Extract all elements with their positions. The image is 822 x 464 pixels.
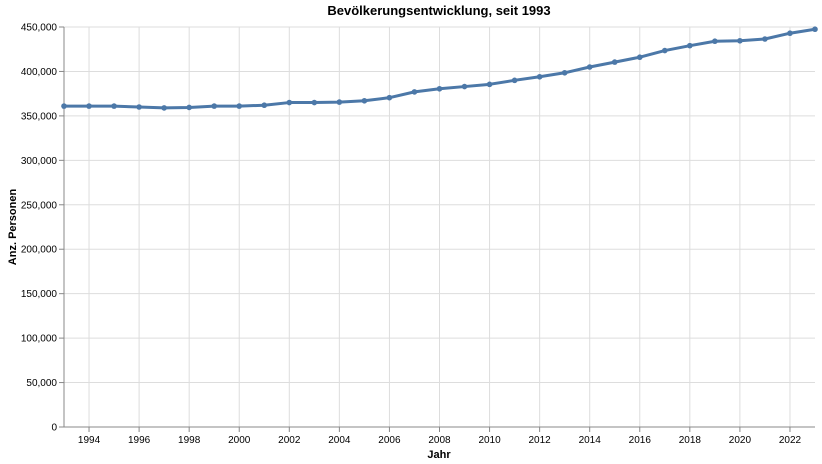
data-point <box>211 103 217 109</box>
data-point <box>737 37 743 44</box>
data-point <box>186 104 192 111</box>
data-point <box>762 36 768 42</box>
data-point <box>687 42 693 49</box>
x-tick-label: 1994 <box>78 435 101 446</box>
data-point <box>662 47 668 54</box>
data-point <box>311 99 318 106</box>
data-point <box>611 59 618 65</box>
y-tick-label: 150,000 <box>21 289 58 300</box>
x-tick-label: 2008 <box>428 435 451 446</box>
y-tick-label: 50,000 <box>26 378 57 389</box>
y-axis-title: Anz. Personen <box>7 189 19 266</box>
data-point <box>336 99 343 105</box>
data-point <box>286 99 293 106</box>
data-point <box>386 94 393 101</box>
x-tick-label: 2004 <box>328 435 351 446</box>
x-tick-label: 2018 <box>679 435 702 446</box>
data-point <box>361 97 368 104</box>
data-point <box>536 73 543 80</box>
y-tick-label: 100,000 <box>21 334 58 345</box>
x-tick-label: 2000 <box>228 435 251 446</box>
data-point <box>136 104 142 110</box>
x-tick-label: 2016 <box>629 435 652 446</box>
data-point <box>787 30 793 37</box>
data-point <box>812 26 818 33</box>
x-tick-label: 2014 <box>579 435 602 446</box>
data-point <box>61 103 67 109</box>
data-point <box>161 105 167 111</box>
data-point <box>461 83 468 90</box>
x-tick-label: 1998 <box>178 435 201 446</box>
data-point <box>236 103 243 109</box>
y-tick-label: 400,000 <box>21 67 58 78</box>
y-tick-label: 0 <box>51 423 57 434</box>
axes <box>59 26 815 432</box>
y-tick-label: 350,000 <box>21 111 58 122</box>
data-point <box>636 54 643 61</box>
x-tick-label: 2006 <box>378 435 401 446</box>
data-point <box>511 77 518 84</box>
y-tick-label: 250,000 <box>21 200 58 211</box>
data-point <box>561 69 568 76</box>
y-tick-label: 200,000 <box>21 245 58 256</box>
x-tick-label: 2022 <box>779 435 802 446</box>
y-tick-label: 300,000 <box>21 156 58 167</box>
data-point <box>411 89 418 95</box>
x-tick-label: 2020 <box>729 435 752 446</box>
data-point <box>586 64 593 70</box>
tick-labels: 0 50,000 100,000 150,000 200,000 250,000 300,0… <box>21 23 802 447</box>
data-points <box>61 26 818 111</box>
chart-title: Bevölkerungsentwicklung, seit 1993 <box>327 3 550 18</box>
data-point <box>436 85 443 92</box>
y-tick-label: 450,000 <box>21 23 58 34</box>
data-point <box>86 103 92 109</box>
x-tick-label: 2012 <box>529 435 552 446</box>
x-tick-label: 2010 <box>478 435 501 446</box>
x-tick-label: 2002 <box>278 435 301 446</box>
data-point <box>111 103 117 109</box>
data-point <box>486 81 493 88</box>
x-axis-title: Jahr <box>427 449 451 461</box>
grid <box>64 26 815 428</box>
data-point <box>261 102 268 109</box>
data-point <box>712 38 718 45</box>
x-tick-label: 1996 <box>128 435 151 446</box>
